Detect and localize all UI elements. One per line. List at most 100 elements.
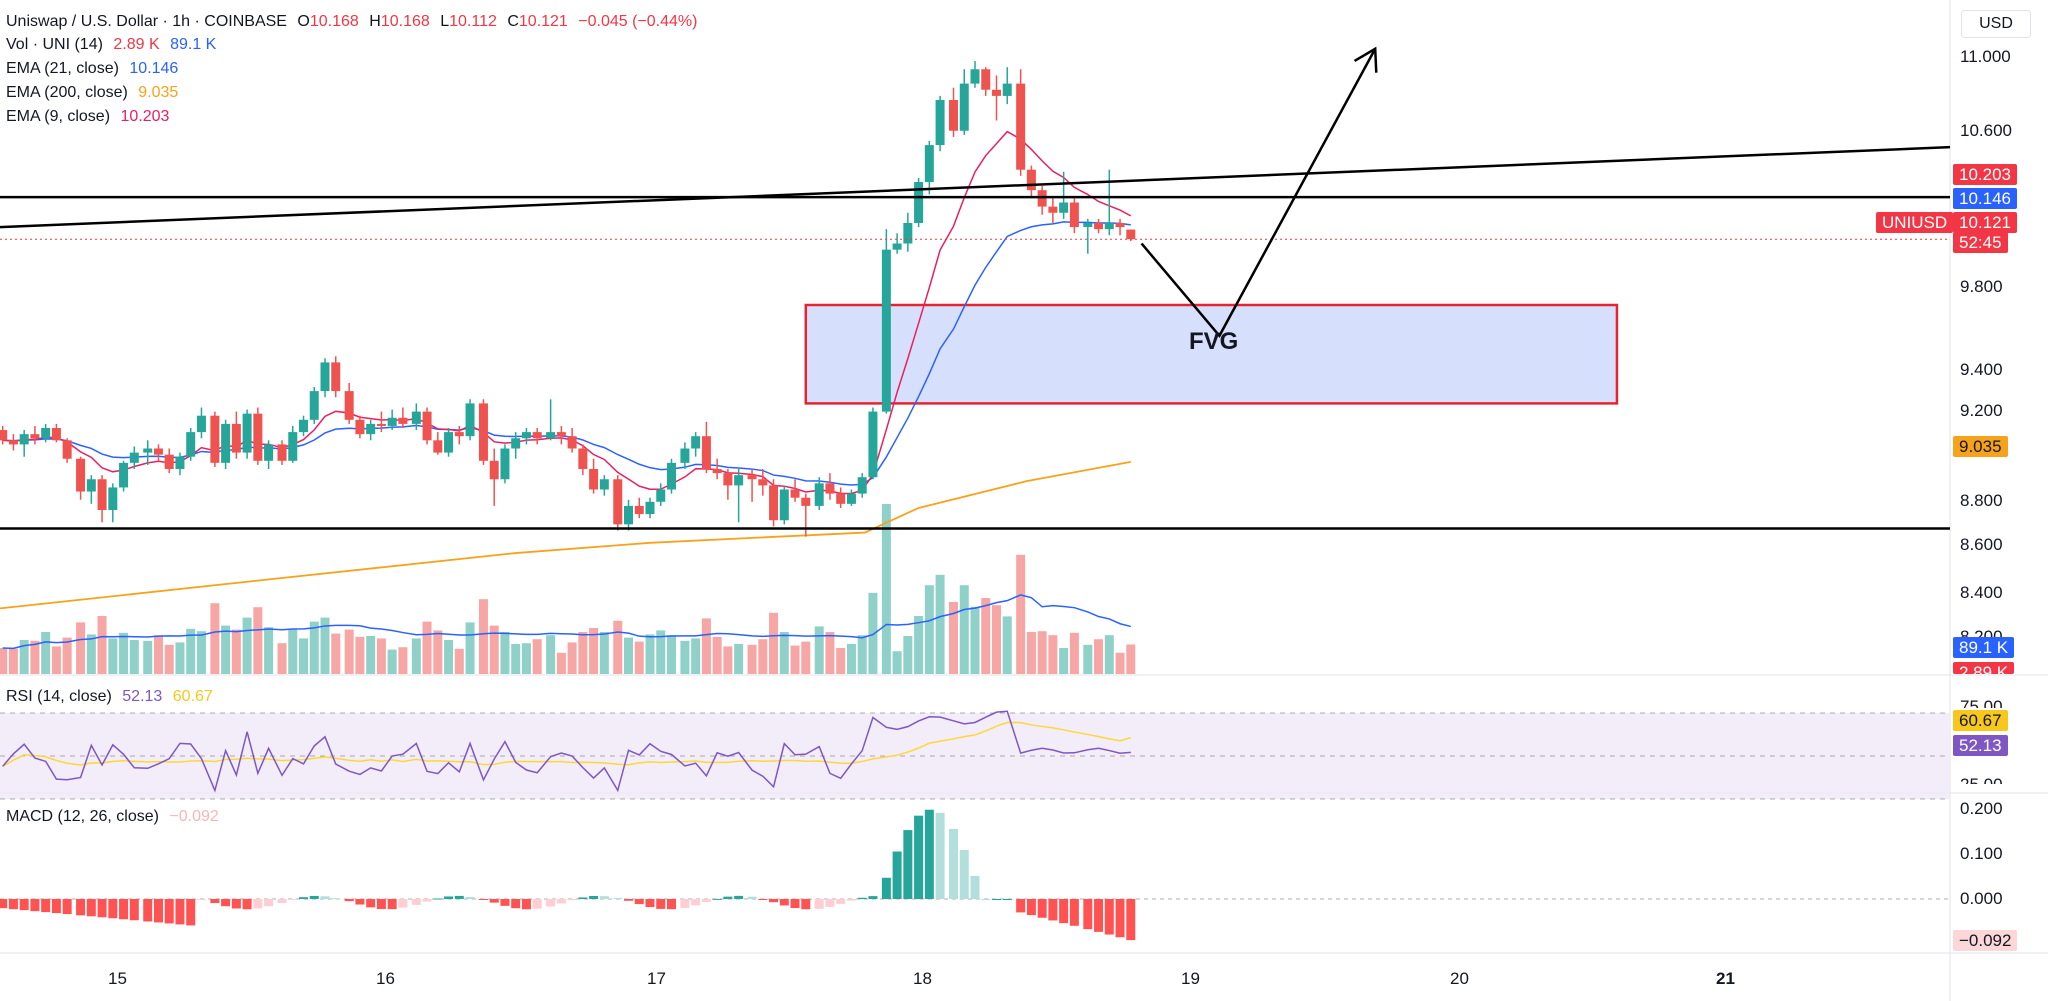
- candle-body: [734, 475, 744, 486]
- candle-body: [758, 479, 768, 486]
- macd-histogram-bar: [599, 896, 609, 899]
- candle-body: [331, 362, 341, 392]
- volume-bar: [656, 630, 666, 674]
- volume-legend[interactable]: Vol · UNI (14) 2.89 K 89.1 K: [6, 36, 217, 53]
- candle-body: [691, 436, 701, 449]
- macd-histogram-bar: [567, 899, 577, 901]
- volume-bar: [769, 612, 779, 674]
- volume-bar: [366, 636, 376, 674]
- fvg-label[interactable]: FVG: [1189, 328, 1239, 355]
- candle-body: [299, 419, 309, 433]
- ema21-price-tag: 10.146: [1953, 188, 2017, 209]
- rsi-legend[interactable]: RSI (14, close) 52.13 60.67: [6, 688, 213, 705]
- ema200-legend[interactable]: EMA (200, close) 9.035: [6, 84, 179, 101]
- candle-body: [666, 462, 676, 490]
- candle-body: [532, 432, 542, 439]
- macd-histogram-bar: [0, 899, 8, 909]
- volume-bar: [411, 638, 421, 674]
- candle-body: [444, 432, 454, 453]
- volume-bar: [857, 635, 867, 674]
- volume-bar: [500, 632, 510, 674]
- macd-histogram-bar: [701, 899, 711, 903]
- macd-histogram-bar: [299, 897, 309, 899]
- macd-histogram-bar: [242, 899, 252, 910]
- macd-histogram-bar: [143, 899, 153, 922]
- macd-histogram-bar: [868, 896, 878, 899]
- volume-bar: [242, 617, 252, 674]
- ema9-legend[interactable]: EMA (9, close) 10.203: [6, 108, 170, 125]
- volume-bar: [1126, 644, 1136, 674]
- macd-histogram-bar: [264, 899, 274, 907]
- volume-bar: [376, 638, 386, 674]
- macd-histogram-bar: [19, 899, 29, 911]
- macd-histogram-bar: [790, 899, 800, 909]
- macd-legend[interactable]: MACD (12, 26, close) −0.092: [6, 808, 219, 825]
- candle-body: [398, 417, 408, 424]
- macd-histogram-bar: [433, 898, 443, 900]
- candle-body: [680, 448, 690, 463]
- candle-body: [578, 448, 588, 469]
- volume-bar: [521, 643, 531, 674]
- volume-bar: [511, 644, 521, 674]
- volume-bar: [8, 648, 18, 674]
- y-tick: 9.200: [1960, 401, 2003, 420]
- symbol-tag: UNIUSD: [1876, 212, 1954, 233]
- volume-bar: [814, 626, 824, 674]
- macd-histogram-bar: [465, 896, 475, 899]
- volume-bar: [97, 616, 107, 674]
- volume-bar: [129, 640, 139, 674]
- macd-histogram-bar: [914, 815, 924, 899]
- macd-histogram-bar: [366, 899, 376, 908]
- volume-bar: [981, 598, 991, 674]
- macd-tick: 0.100: [1960, 844, 2003, 863]
- volume-bar: [645, 634, 655, 674]
- macd-histogram-bar: [924, 809, 934, 899]
- macd-histogram-bar: [1126, 899, 1136, 941]
- macd-histogram-bar: [253, 899, 263, 909]
- candle-body: [433, 440, 443, 453]
- candle-body: [210, 415, 220, 463]
- ema21-legend[interactable]: EMA (21, close) 10.146: [6, 60, 179, 77]
- volume-bar: [1104, 635, 1114, 674]
- candle-body: [129, 452, 139, 463]
- candle-body: [355, 419, 365, 435]
- candle-body: [881, 249, 891, 412]
- change-value: −0.045 (−0.44%): [578, 13, 698, 30]
- volume-bar: [881, 504, 891, 674]
- candle-body: [242, 413, 252, 453]
- symbol-header[interactable]: Uniswap / U.S. Dollar · 1h · COINBASE O1…: [6, 13, 698, 30]
- volume-bar: [680, 640, 690, 674]
- volume-bar: [210, 603, 220, 674]
- projection-path: [1140, 48, 1377, 338]
- candle-body: [196, 415, 206, 433]
- candle-body: [914, 182, 924, 223]
- candle-body: [949, 100, 959, 131]
- macd-histogram-bar: [991, 899, 1001, 900]
- volume-bar: [634, 641, 644, 674]
- candle-body: [465, 403, 475, 437]
- macd-histogram-bar: [478, 899, 488, 900]
- volume-bar: [86, 634, 96, 674]
- macd-histogram-bar: [814, 899, 824, 909]
- y-tick: 10.600: [1960, 121, 2012, 140]
- macd-histogram-bar: [210, 899, 220, 904]
- macd-histogram-bar: [645, 899, 655, 908]
- volume-bar: [221, 625, 231, 674]
- candle-body: [0, 430, 8, 441]
- macd-histogram-bar: [51, 899, 61, 914]
- currency-button[interactable]: USD: [1961, 10, 2031, 38]
- macd-histogram-bar: [309, 895, 319, 899]
- candle-body: [1016, 83, 1026, 170]
- candle-body: [143, 448, 153, 453]
- volume-bar: [712, 636, 722, 674]
- volume-bar: [892, 651, 902, 674]
- macd-histogram-bar: [578, 897, 588, 899]
- volume-bar: [433, 630, 443, 674]
- volume-bar: [444, 640, 454, 674]
- candle-body: [747, 475, 757, 480]
- symbol-title[interactable]: Uniswap / U.S. Dollar · 1h · COINBASE: [6, 13, 287, 30]
- candle-body: [500, 448, 510, 480]
- ema9-price-tag: 10.203: [1953, 164, 2017, 185]
- candle-body: [779, 489, 789, 521]
